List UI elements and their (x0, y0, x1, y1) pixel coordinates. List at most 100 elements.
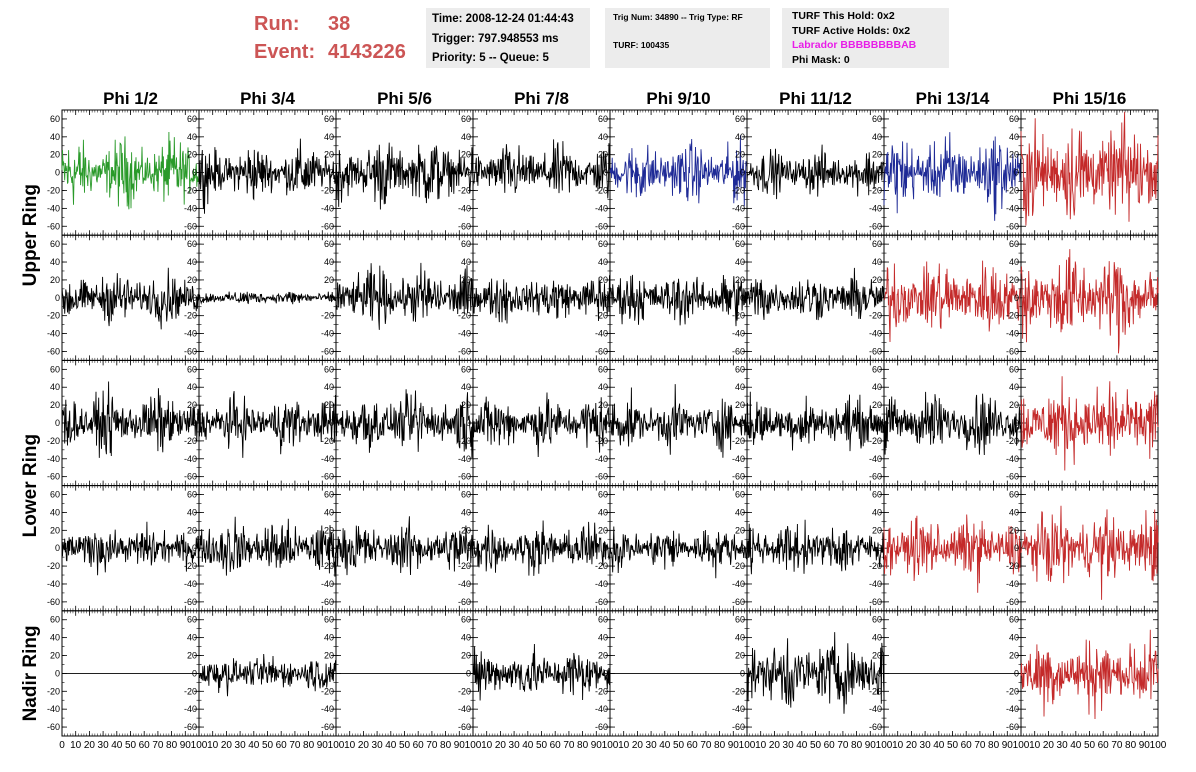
y-tick-label: 0 (466, 543, 471, 553)
waveform-panel: -60 -40 -20 0 20 40 60 (458, 485, 611, 612)
y-tick-label: 60 (461, 114, 471, 124)
waveform-trace (198, 391, 337, 458)
y-tick-label: 60 (187, 364, 197, 374)
y-tick-label: 0 (466, 168, 471, 178)
y-tick-label: 20 (872, 400, 882, 410)
waveform-panel: -60 -40 -20 0 20 40 60 (1006, 109, 1159, 236)
y-tick-label: 0 (55, 418, 60, 428)
y-tick-label: -40 (595, 454, 608, 464)
y-tick-label: 0 (877, 418, 882, 428)
y-tick-label: 60 (324, 490, 334, 500)
y-tick-label: 40 (872, 132, 882, 142)
waveform-trace (61, 521, 200, 576)
y-tick-label: 60 (872, 239, 882, 249)
y-tick-label: -40 (595, 203, 608, 213)
y-tick-label: 20 (50, 525, 60, 535)
y-tick-label: 60 (187, 114, 197, 124)
y-tick-label: -60 (47, 472, 60, 482)
waveform-trace (1020, 111, 1159, 226)
y-tick-label: -40 (458, 329, 471, 339)
y-tick-label: -60 (321, 346, 334, 356)
y-tick-label: -20 (184, 436, 197, 446)
turf-number-text: TURF: 100435 (613, 40, 670, 50)
y-tick-label: 60 (50, 239, 60, 249)
y-tick-label: 20 (187, 150, 197, 160)
panel-frame (883, 359, 1022, 487)
y-tick-label: -20 (321, 185, 334, 195)
y-tick-label: 40 (187, 132, 197, 142)
y-tick-label: 40 (598, 257, 608, 267)
y-tick-label: 20 (461, 150, 471, 160)
y-tick-label: 20 (50, 400, 60, 410)
y-tick-label: 40 (1009, 257, 1019, 267)
y-tick-label: -20 (184, 185, 197, 195)
waveform-panel: -60 -40 -20 0 20 40 60 (184, 359, 337, 487)
run-event-block: Run: 38 Event: 4143226 (254, 10, 406, 66)
y-tick-label: 20 (598, 275, 608, 285)
y-tick-label: -20 (47, 561, 60, 571)
y-tick-label: -40 (732, 454, 745, 464)
waveform-panel: -60 -40 -20 0 20 40 60 (47, 485, 200, 612)
y-tick-label: 0 (1014, 168, 1019, 178)
y-tick-label: -40 (732, 329, 745, 339)
y-tick-label: 40 (461, 257, 471, 267)
y-tick-label: 60 (461, 239, 471, 249)
y-tick-label: -60 (47, 346, 60, 356)
y-tick-label: 40 (598, 132, 608, 142)
y-tick-label: 20 (461, 275, 471, 285)
y-tick-label: 20 (324, 400, 334, 410)
column-title: Phi 1/2 (103, 89, 158, 108)
y-tick-label: -60 (1006, 221, 1019, 231)
y-tick-label: -60 (869, 472, 882, 482)
waveform-trace (1020, 249, 1159, 354)
y-tick-label: -40 (1006, 329, 1019, 339)
y-tick-label: -60 (47, 221, 60, 231)
row-label: Lower Ring (20, 434, 41, 537)
trigger-info-box: Trig Num: 34890 -- Trig Type: RF TURF: 1… (605, 8, 770, 68)
y-tick-label: 0 (192, 543, 197, 553)
y-tick-label: -60 (732, 221, 745, 231)
y-tick-label: -40 (47, 454, 60, 464)
waveform-panel: -60 -40 -20 0 20 40 60 (869, 234, 1022, 361)
y-tick-label: 20 (187, 275, 197, 285)
y-tick-label: 20 (598, 400, 608, 410)
y-tick-label: 0 (329, 293, 334, 303)
waveform-trace (746, 267, 885, 321)
y-tick-label: -60 (1006, 346, 1019, 356)
y-tick-label: -40 (321, 203, 334, 213)
y-tick-label: 0 (603, 168, 608, 178)
y-tick-label: -20 (869, 436, 882, 446)
column-title: Phi 9/10 (646, 89, 710, 108)
y-tick-label: -20 (458, 561, 471, 571)
y-tick-label: -40 (321, 454, 334, 464)
y-tick-label: -20 (595, 311, 608, 321)
y-tick-label: -40 (184, 454, 197, 464)
waveform-trace (198, 138, 337, 214)
y-tick-label: -20 (1006, 311, 1019, 321)
time-info-box: Time: 2008-12-24 01:44:43 Trigger: 797.9… (426, 8, 590, 68)
phi-mask-text: Phi Mask: 0 (792, 53, 850, 66)
waveform-trace (472, 392, 611, 458)
y-tick-label: 60 (598, 114, 608, 124)
waveform-panel: -60 -40 -20 0 20 40 60 (869, 109, 1022, 236)
waveform-trace (609, 135, 748, 207)
y-tick-label: 20 (324, 275, 334, 285)
y-tick-label: -40 (321, 579, 334, 589)
y-tick-label: 20 (1009, 275, 1019, 285)
trigger-text: Trigger: 797.948553 ms (432, 32, 559, 45)
waveform-panel: -60 -40 -20 0 20 40 60 (458, 234, 611, 361)
y-tick-label: 0 (329, 418, 334, 428)
column-title: Phi 11/12 (779, 89, 852, 108)
y-tick-label: 0 (55, 543, 60, 553)
turf-info-box: TURF This Hold: 0x2 TURF Active Holds: 0… (782, 8, 949, 68)
y-tick-label: -40 (458, 454, 471, 464)
row-label: Upper Ring (20, 184, 41, 286)
row-label: Nadir Ring (20, 625, 41, 721)
y-tick-label: 0 (877, 293, 882, 303)
waveform-trace (472, 139, 611, 199)
y-tick-label: 60 (872, 114, 882, 124)
y-tick-label: -60 (321, 472, 334, 482)
y-tick-label: 40 (461, 132, 471, 142)
event-number: 4143226 (328, 41, 406, 63)
y-tick-label: -60 (321, 221, 334, 231)
